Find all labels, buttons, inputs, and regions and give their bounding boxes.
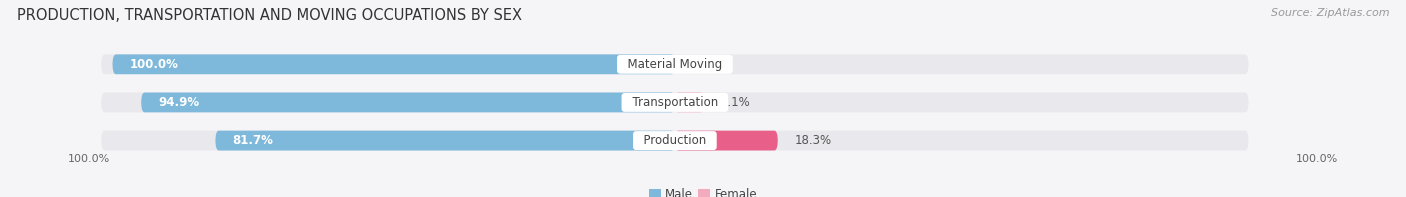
FancyBboxPatch shape — [101, 93, 1249, 112]
FancyBboxPatch shape — [215, 131, 675, 151]
Text: 18.3%: 18.3% — [794, 134, 832, 147]
FancyBboxPatch shape — [101, 54, 1249, 74]
FancyBboxPatch shape — [112, 54, 675, 74]
Text: Production: Production — [636, 134, 714, 147]
FancyBboxPatch shape — [675, 93, 703, 112]
Legend: Male, Female: Male, Female — [644, 183, 762, 197]
Text: Transportation: Transportation — [624, 96, 725, 109]
Text: 100.0%: 100.0% — [129, 58, 179, 71]
Text: 100.0%: 100.0% — [1296, 154, 1339, 164]
Text: 81.7%: 81.7% — [232, 134, 273, 147]
Text: Material Moving: Material Moving — [620, 58, 730, 71]
Text: PRODUCTION, TRANSPORTATION AND MOVING OCCUPATIONS BY SEX: PRODUCTION, TRANSPORTATION AND MOVING OC… — [17, 8, 522, 23]
Text: Source: ZipAtlas.com: Source: ZipAtlas.com — [1271, 8, 1389, 18]
Text: 5.1%: 5.1% — [720, 96, 751, 109]
Text: 100.0%: 100.0% — [67, 154, 110, 164]
FancyBboxPatch shape — [101, 131, 1249, 151]
FancyBboxPatch shape — [141, 93, 675, 112]
FancyBboxPatch shape — [675, 131, 778, 151]
Text: 94.9%: 94.9% — [157, 96, 200, 109]
Text: 0.0%: 0.0% — [692, 58, 721, 71]
